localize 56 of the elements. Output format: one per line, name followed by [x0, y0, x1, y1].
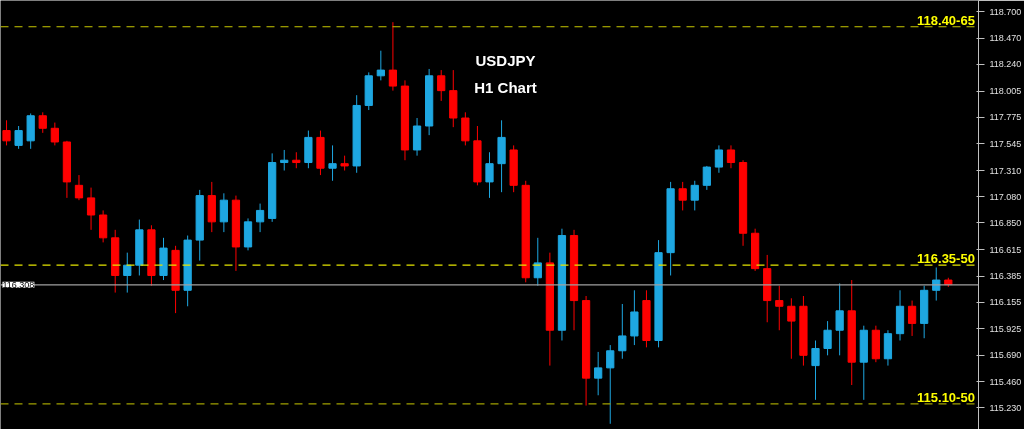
candlestick — [412, 117, 422, 157]
candlestick — [485, 151, 494, 199]
candlestick — [461, 111, 470, 146]
candlestick — [388, 21, 398, 92]
candlestick — [219, 192, 228, 233]
y-tick-label: 115.925 — [989, 323, 1022, 334]
candlestick — [594, 351, 603, 396]
y-tick-label: 117.080 — [989, 191, 1022, 202]
text: H1 Chart — [474, 78, 537, 96]
candlestick — [376, 50, 385, 81]
y-tick-label: 115.690 — [989, 350, 1022, 361]
candlestick — [255, 203, 265, 233]
candlestick — [533, 237, 542, 287]
candlestick — [932, 266, 941, 302]
candlestick — [690, 180, 699, 211]
y-tick-label: 117.545 — [989, 138, 1022, 149]
candlestick — [280, 149, 289, 171]
candlestick — [678, 181, 687, 211]
candlestick — [907, 300, 917, 337]
candlestick — [14, 125, 23, 150]
candlestick — [50, 122, 59, 146]
y-tick-label: 116.615 — [989, 244, 1022, 255]
ref-line-label: 116.308 — [2, 279, 35, 290]
y-tick-label: 117.775 — [989, 112, 1022, 123]
candlestick — [74, 174, 84, 201]
candlestick — [726, 144, 736, 169]
y-tick-label: 118.240 — [989, 59, 1022, 70]
candlestick — [714, 144, 724, 174]
y-tick-label: 118.005 — [989, 86, 1022, 97]
candlestick — [618, 303, 627, 360]
candlestick — [835, 282, 844, 356]
y-tick-label: 118.700 — [989, 6, 1022, 17]
candlestick — [823, 320, 832, 356]
candlestick — [123, 252, 132, 294]
annotation: 118.40-65 — [917, 12, 975, 28]
candlestick — [437, 69, 446, 102]
candlestick — [606, 344, 615, 425]
candlestick — [811, 340, 820, 401]
y-tick-label: 118.470 — [989, 33, 1022, 44]
y-tick-label: 116.850 — [989, 217, 1022, 228]
text: USDJPY — [475, 51, 536, 69]
candlestick — [86, 187, 96, 231]
annotation: 115.10-50 — [917, 389, 975, 405]
y-tick-label: 117.310 — [989, 165, 1022, 176]
y-tick-label: 116.155 — [989, 297, 1022, 308]
candlestick — [328, 144, 337, 182]
candlestick — [38, 111, 47, 134]
y-tick-label: 115.230 — [989, 402, 1022, 413]
y-tick-label: 116.385 — [989, 271, 1022, 282]
candlestick — [787, 297, 796, 360]
candlestick — [99, 209, 108, 243]
candlestick — [630, 289, 639, 346]
candlestick — [2, 119, 11, 146]
annotation: 116.35-50 — [917, 251, 975, 267]
candlestick — [775, 285, 784, 331]
y-tick-label: 115.460 — [989, 376, 1022, 387]
